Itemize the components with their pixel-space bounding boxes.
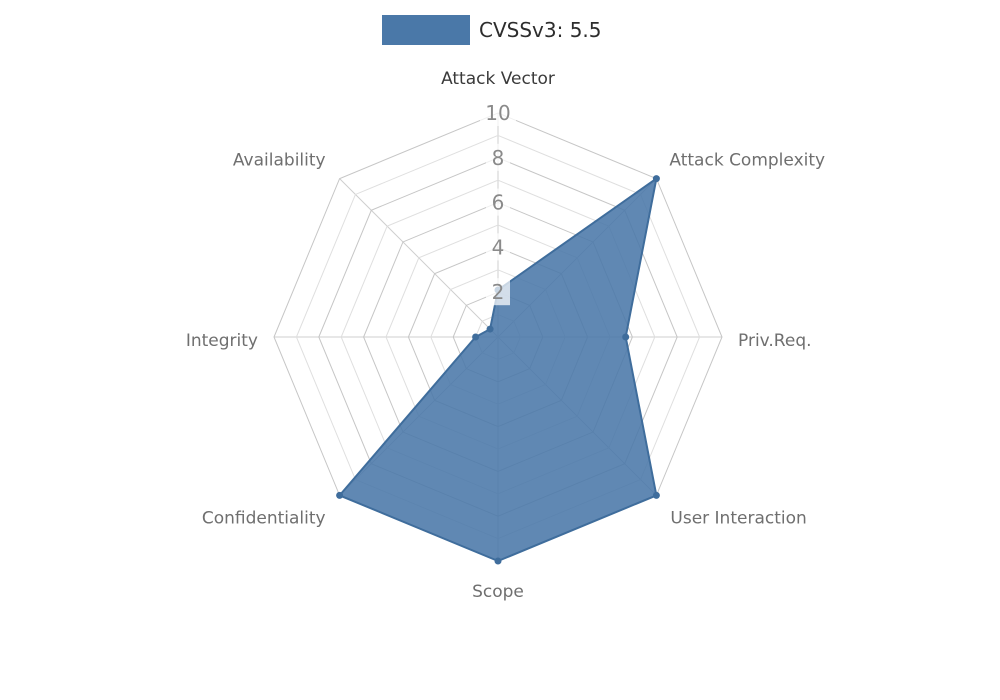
tick-label-box bbox=[480, 99, 516, 126]
radar-data-point bbox=[652, 491, 660, 499]
axis-label-user-interaction: User Interaction bbox=[670, 508, 806, 528]
radar-data-point bbox=[622, 333, 630, 341]
axis-label-priv-req-: Priv.Req. bbox=[738, 331, 812, 351]
axis-label-scope: Scope bbox=[472, 582, 524, 602]
axis-label-attack-complexity: Attack Complexity bbox=[669, 151, 825, 171]
radar-data-point bbox=[652, 175, 660, 183]
tick-label: 2 bbox=[492, 280, 505, 304]
axis-label-availability: Availability bbox=[233, 151, 326, 171]
tick-label: 10 bbox=[485, 101, 510, 125]
legend-swatch bbox=[382, 15, 470, 45]
tick-label: 8 bbox=[492, 146, 505, 170]
legend-label: CVSSv3: 5.5 bbox=[479, 18, 602, 42]
tick-label: 4 bbox=[492, 235, 505, 259]
radar-data-point bbox=[472, 333, 480, 341]
radar-data-point bbox=[494, 557, 502, 565]
axis-label-integrity: Integrity bbox=[186, 331, 258, 351]
legend: CVSSv3: 5.5 bbox=[382, 15, 602, 45]
radar-data-point bbox=[336, 491, 344, 499]
tick-label-box bbox=[486, 278, 510, 306]
axis-label-confidentiality: Confidentiality bbox=[202, 508, 326, 528]
radar-data-point bbox=[486, 325, 494, 333]
tick-label-box bbox=[486, 143, 510, 171]
axis-label-attack-vector: Attack Vector bbox=[441, 69, 555, 89]
tick-label: 6 bbox=[492, 191, 505, 215]
tick-label-box bbox=[486, 233, 510, 261]
tick-label-box bbox=[486, 188, 510, 216]
